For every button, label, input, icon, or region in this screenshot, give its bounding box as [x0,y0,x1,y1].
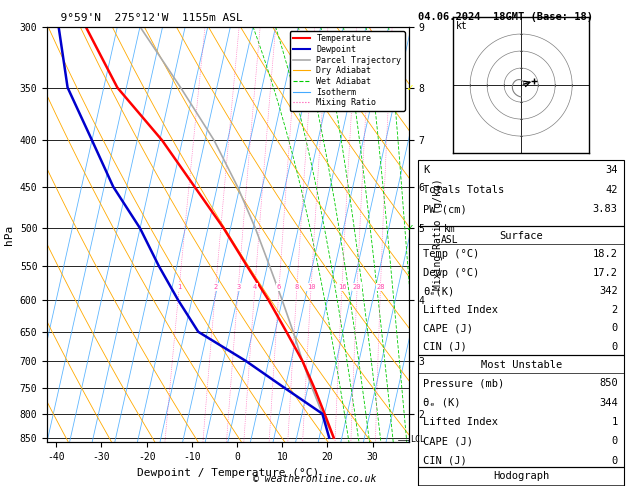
Text: ✓: ✓ [406,223,413,233]
Text: PW (cm): PW (cm) [423,204,467,214]
Text: 2: 2 [214,284,218,290]
Text: LCL: LCL [410,435,425,445]
Y-axis label: km
ASL: km ASL [441,224,459,245]
Text: 0: 0 [611,436,618,447]
Text: CAPE (J): CAPE (J) [423,436,473,447]
Text: kt: kt [456,21,467,31]
Text: 9°59'N  275°12'W  1155m ASL: 9°59'N 275°12'W 1155m ASL [47,13,243,23]
Text: 34: 34 [605,165,618,175]
Text: Temp (°C): Temp (°C) [423,249,479,260]
Text: 17.2: 17.2 [593,268,618,278]
Text: Pressure (mb): Pressure (mb) [423,378,504,388]
Text: Dewp (°C): Dewp (°C) [423,268,479,278]
Text: 04.06.2024  18GMT (Base: 18): 04.06.2024 18GMT (Base: 18) [418,12,593,22]
Y-axis label: hPa: hPa [4,225,14,244]
Text: Lifted Index: Lifted Index [423,417,498,427]
Text: Mixing Ratio (g/kg): Mixing Ratio (g/kg) [433,179,443,290]
Text: 0: 0 [611,456,618,466]
Text: 8: 8 [295,284,299,290]
Text: 344: 344 [599,398,618,408]
Text: 2: 2 [611,305,618,315]
Text: θₑ (K): θₑ (K) [423,398,461,408]
Text: Hodograph: Hodograph [493,471,549,482]
Text: CIN (J): CIN (J) [423,456,467,466]
Text: 342: 342 [599,286,618,296]
Text: 42: 42 [605,185,618,195]
Text: θₑ(K): θₑ(K) [423,286,455,296]
Text: Totals Totals: Totals Totals [423,185,504,195]
Text: Surface: Surface [499,231,543,241]
X-axis label: Dewpoint / Temperature (°C): Dewpoint / Temperature (°C) [137,468,319,478]
Text: 28: 28 [376,284,385,290]
Text: 1: 1 [177,284,181,290]
Text: 1: 1 [611,417,618,427]
Text: 20: 20 [353,284,362,290]
Text: © weatheronline.co.uk: © weatheronline.co.uk [253,473,376,484]
Text: 3.83: 3.83 [593,204,618,214]
Text: Most Unstable: Most Unstable [481,360,562,370]
Text: 18.2: 18.2 [593,249,618,260]
Text: 3: 3 [236,284,240,290]
Text: 0: 0 [611,323,618,333]
Text: K: K [423,165,430,175]
Text: 0: 0 [611,342,618,352]
Text: 10: 10 [307,284,315,290]
Text: 4: 4 [253,284,257,290]
Text: CIN (J): CIN (J) [423,342,467,352]
Legend: Temperature, Dewpoint, Parcel Trajectory, Dry Adiabat, Wet Adiabat, Isotherm, Mi: Temperature, Dewpoint, Parcel Trajectory… [290,31,404,110]
Text: 16: 16 [338,284,346,290]
Text: CAPE (J): CAPE (J) [423,323,473,333]
Text: 850: 850 [599,378,618,388]
Text: ✓: ✓ [406,83,413,92]
Text: Lifted Index: Lifted Index [423,305,498,315]
Text: 6: 6 [277,284,281,290]
